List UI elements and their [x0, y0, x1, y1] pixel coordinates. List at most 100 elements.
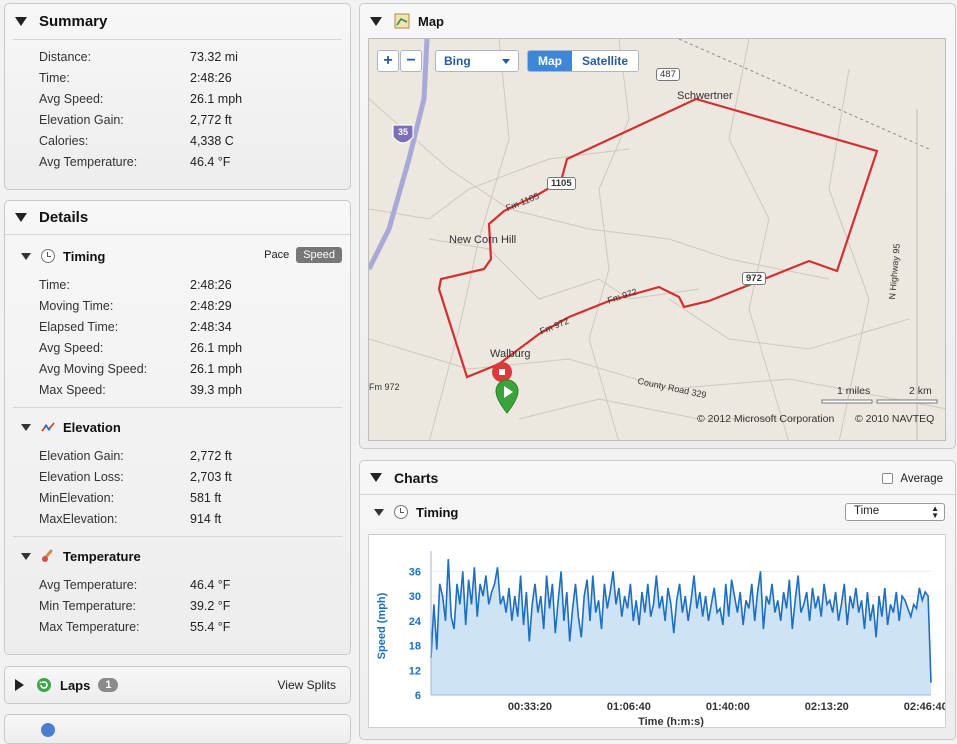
disclosure-triangle-icon[interactable] [21, 252, 31, 260]
stat-row: MinElevation: 581 ft [5, 487, 350, 508]
details-panel: Details Timing Pace Speed Time: 2:48:26 Mo… [4, 200, 351, 655]
map-title: Map [418, 13, 444, 29]
disclosure-triangle-icon[interactable] [21, 552, 31, 560]
info-icon [41, 723, 55, 737]
stat-row: Moving Time: 2:48:29 [5, 295, 350, 316]
timing-section-header[interactable]: Timing Pace Speed [5, 241, 350, 271]
stepper-arrows-icon: ▲ ▼ [931, 504, 939, 520]
x-axis-label: Time (h:m:s) [638, 716, 704, 727]
temperature-section-header[interactable]: Temperature [5, 541, 350, 571]
road-sign-1105: 1105 [547, 177, 576, 190]
laps-header[interactable]: Laps 1 View Splits [5, 667, 350, 703]
stat-row: Distance: 73.32 mi [5, 46, 350, 67]
scale-label-km: 2 km [909, 385, 932, 397]
x-tick-label: 01:06:40 [607, 701, 651, 713]
stat-row: Time: 2:48:26 [5, 67, 350, 88]
disclosure-triangle-icon[interactable] [370, 16, 382, 26]
pace-speed-toggle[interactable]: Pace Speed [257, 247, 342, 263]
zoom-in-button[interactable]: + [377, 50, 399, 72]
map-header[interactable]: Map [360, 4, 955, 38]
stat-label: Avg Speed: [39, 340, 104, 355]
timing-title: Timing [63, 248, 106, 264]
stat-value: 2:48:34 [190, 319, 232, 334]
stat-label: Moving Time: [39, 298, 114, 313]
stat-row: Elevation Gain: 2,772 ft [5, 109, 350, 130]
stat-label: Avg Moving Speed: [39, 361, 148, 376]
disclosure-triangle-icon[interactable] [15, 213, 27, 222]
thermometer-icon [42, 549, 53, 562]
details-header[interactable]: Details [5, 201, 350, 235]
disclosure-triangle-icon[interactable] [370, 473, 382, 482]
summary-header[interactable]: Summary [5, 4, 350, 38]
map-view-toggle[interactable]: Map Satellite [527, 50, 640, 72]
stat-label: Time: [39, 277, 70, 292]
x-axis-mode-select[interactable]: Time ▲ ▼ [845, 503, 945, 521]
stat-label: Distance: [39, 49, 92, 64]
road-label-fm-972-c: Fm 972 [369, 382, 400, 392]
laps-count-badge: 1 [98, 678, 119, 692]
x-tick-label: 02:46:40 [904, 701, 945, 713]
copyright-microsoft: © 2012 Microsoft Corporation [697, 413, 835, 425]
satellite-view-button[interactable]: Satellite [572, 51, 639, 71]
stat-label: Min Temperature: [39, 598, 137, 613]
temperature-rows: Avg Temperature: 46.4 °F Min Temperature: 3… [5, 571, 350, 637]
stat-row: Avg Moving Speed: 26.1 mph [5, 358, 350, 379]
elevation-section-header[interactable]: Elevation [5, 412, 350, 442]
speed-option[interactable]: Speed [296, 247, 342, 263]
summary-rows: Distance: 73.32 mi Time: 2:48:26 Avg Speed: 2… [5, 40, 350, 172]
stat-label: Elevation Gain: [39, 448, 124, 463]
stat-row: Calories: 4,338 C [5, 130, 350, 151]
disclosure-triangle-icon[interactable] [374, 508, 384, 516]
disclosure-triangle-icon[interactable] [21, 423, 31, 431]
stat-value: 39.2 °F [190, 598, 231, 613]
pace-option[interactable]: Pace [264, 249, 290, 261]
timing-rows: Time: 2:48:26 Moving Time: 2:48:29 Elapsed T… [5, 271, 350, 400]
chart-timing-header[interactable]: Timing Time ▲ ▼ [360, 495, 955, 529]
map-view-button[interactable]: Map [528, 51, 572, 71]
zoom-out-button[interactable]: − [400, 50, 422, 72]
x-tick-label: 01:40:00 [706, 701, 750, 713]
view-splits-link[interactable]: View Splits [277, 678, 336, 692]
map-icon [394, 13, 410, 29]
start-pin-icon[interactable] [495, 379, 519, 414]
stat-label: MaxElevation: [39, 511, 118, 526]
speed-chart[interactable]: 6 12 18 24 30 36 00:33:20 01:06:40 01:40:00 02:13… [368, 534, 948, 728]
speed-area [431, 559, 931, 695]
stat-value: 26.1 mph [190, 361, 243, 376]
stat-label: Calories: [39, 133, 89, 148]
elevation-rows: Elevation Gain: 2,772 ft Elevation Loss: 2,… [5, 442, 350, 529]
average-checkbox[interactable] [882, 473, 894, 485]
average-checkbox-row[interactable]: Average [882, 473, 943, 485]
map-view[interactable]: + − Bing Map Satellite Schwertner New Co… [368, 38, 946, 441]
speed-chart-canvas[interactable]: 6 12 18 24 30 36 00:33:20 01:06:40 01:40:00 02:13… [369, 535, 948, 728]
stat-row: Elapsed Time: 2:48:34 [5, 316, 350, 337]
summary-panel: Summary Distance: 73.32 mi Time: 2:48:26 Avg… [4, 3, 351, 190]
y-axis-label: Speed (mph) [376, 592, 388, 659]
stat-value: 39.3 mph [190, 382, 243, 397]
stat-value: 46.4 °F [190, 154, 231, 169]
stat-value: 581 ft [190, 490, 222, 505]
place-label-walburg: Walburg [490, 348, 531, 360]
laps-panel: Laps 1 View Splits [4, 666, 351, 704]
stat-label: Elapsed Time: [39, 319, 119, 334]
stat-label: Time: [39, 70, 70, 85]
stat-value: 2:48:26 [190, 70, 232, 85]
y-tick-label: 6 [415, 690, 421, 702]
summary-title: Summary [39, 12, 108, 30]
laps-refresh-icon [37, 678, 51, 692]
interstate-shield-icon [392, 124, 414, 144]
charts-header[interactable]: Charts Average [360, 461, 955, 495]
stat-value: 73.32 mi [190, 49, 238, 64]
map-provider-select[interactable]: Bing [435, 50, 519, 72]
copyright-navteq: © 2010 NAVTEQ [855, 413, 935, 425]
stat-value: 2:48:29 [190, 298, 232, 313]
stat-row: Elevation Gain: 2,772 ft [5, 445, 350, 466]
average-label: Average [900, 473, 943, 485]
y-tick-label: 12 [409, 665, 421, 677]
disclosure-triangle-icon[interactable] [15, 16, 27, 26]
disclosure-triangle-icon[interactable] [15, 679, 24, 691]
stat-row: Elevation Loss: 2,703 ft [5, 466, 350, 487]
stat-value: 2,703 ft [190, 469, 232, 484]
map-canvas[interactable] [369, 39, 946, 441]
map-provider-label: Bing [444, 54, 471, 68]
